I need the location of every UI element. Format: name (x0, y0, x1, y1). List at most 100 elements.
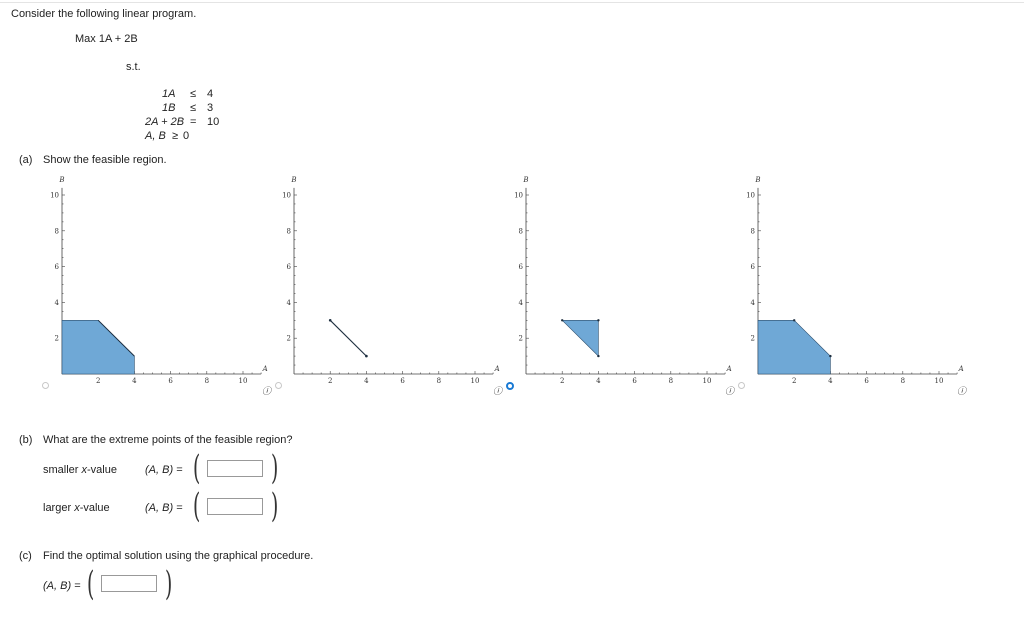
larger-x-eq: (A, B) = (145, 502, 183, 514)
part-c-label: (c) (19, 550, 32, 562)
part-b-label: (b) (19, 434, 33, 446)
y-tick-label: 6 (287, 263, 292, 271)
y-axis-label: B (58, 176, 64, 184)
graph-1-info-icon[interactable]: ⓘ (262, 387, 272, 397)
graph-2-plot: 2 4 6 8 10 2 4 6 8 10 A B (282, 176, 500, 385)
graph-2-info-icon[interactable]: ⓘ (493, 387, 503, 397)
x-tick-label: 10 (703, 377, 712, 385)
constraint-4-op: ≥ (172, 130, 179, 142)
constraint-3-rhs: 10 (207, 116, 220, 128)
feasible-region-polygon (757, 320, 831, 375)
graph-3-plot: 2 4 6 8 10 2 4 6 8 10 A B (514, 176, 732, 385)
smaller-x-label: smaller x-value (43, 464, 117, 476)
graph-1-radio[interactable] (42, 382, 49, 389)
y-tick-label: 10 (746, 192, 755, 200)
y-axis-label: B (290, 176, 296, 184)
smaller-x-label-post: -value (87, 464, 117, 476)
graph-option-1: 2 4 6 8 10 2 4 6 8 10 A B (40, 172, 275, 397)
x-tick-label: 6 (632, 377, 637, 385)
y-tick-label: 10 (514, 192, 523, 200)
y-tick-label: 8 (519, 227, 523, 235)
y-tick-label: 6 (519, 263, 524, 271)
x-tick-label: 4 (364, 377, 369, 385)
y-tick-label: 4 (519, 299, 524, 307)
feasible-region-polygon (61, 320, 135, 375)
larger-x-label: larger x-value (43, 502, 110, 514)
segment-endpoint (328, 319, 332, 322)
constraint-3-lhs: 2A + 2B (145, 116, 185, 128)
x-tick-label: 4 (596, 377, 601, 385)
x-tick-label: 2 (792, 377, 796, 385)
part-c-question: Find the optimal solution using the grap… (43, 550, 314, 562)
y-tick-label: 8 (55, 227, 59, 235)
vertex-point (829, 354, 832, 358)
graph-3-info-icon[interactable]: ⓘ (725, 387, 735, 397)
x-tick-label: 6 (168, 377, 173, 385)
feasible-segment-line (329, 319, 367, 357)
larger-x-label-post: -value (79, 502, 110, 514)
part-a-label: (a) (19, 154, 33, 166)
smaller-x-answer-input[interactable] (207, 460, 263, 477)
graph-2-radio[interactable] (275, 382, 282, 389)
constraint-4-rhs: 0 (183, 130, 190, 142)
y-axis-label: B (522, 176, 528, 184)
feasible-region-polygon (561, 320, 599, 357)
segment-endpoint (365, 354, 368, 358)
y-tick-label: 2 (287, 335, 291, 343)
larger-x-close-paren: ) (270, 486, 279, 526)
optimal-eq: (A, B) = (43, 580, 81, 592)
x-tick-label: 8 (437, 377, 441, 385)
y-tick-label: 6 (55, 263, 60, 271)
part-a-question: Show the feasible region. (43, 154, 167, 166)
x-axis-label: A (262, 365, 268, 373)
graph-3-radio[interactable] (506, 382, 514, 390)
x-tick-label: 8 (205, 377, 209, 385)
vertex-point (793, 319, 796, 322)
y-tick-label: 4 (751, 299, 756, 307)
constraint-1-lhs: 1A (162, 88, 176, 100)
vertex-point (561, 319, 564, 322)
x-tick-label: 6 (400, 377, 405, 385)
graph-option-2: 2 4 6 8 10 2 4 6 8 10 A B (272, 172, 507, 397)
y-tick-label: 6 (751, 263, 756, 271)
y-tick-label: 8 (751, 227, 755, 235)
objective-function: Max 1A + 2B (75, 33, 138, 45)
x-tick-label: 8 (669, 377, 673, 385)
y-tick-label: 4 (287, 299, 292, 307)
graph-option-3: 2 4 6 8 10 2 4 6 8 10 A B (504, 172, 739, 397)
constraint-4-lhs: A, B (145, 130, 166, 142)
optimal-close-paren: ) (164, 564, 173, 604)
larger-x-answer-input[interactable] (207, 498, 263, 515)
smaller-x-label-pre: smaller (43, 464, 82, 476)
constraint-line (97, 319, 135, 357)
y-axis-label: B (754, 176, 760, 184)
larger-x-label-var: x (74, 502, 80, 514)
x-tick-label: 4 (132, 377, 137, 385)
constraint-1-op: ≤ (190, 88, 197, 100)
y-tick-label: 2 (55, 335, 59, 343)
x-tick-label: 10 (471, 377, 480, 385)
x-axis-label: A (494, 365, 500, 373)
optimal-answer-input[interactable] (101, 575, 157, 592)
graph-4-info-icon[interactable]: ⓘ (957, 387, 967, 397)
y-tick-label: 4 (55, 299, 60, 307)
constraint-1-rhs: 4 (207, 88, 214, 100)
x-tick-label: 2 (96, 377, 100, 385)
constraint-3-op: = (190, 116, 197, 128)
x-tick-label: 6 (864, 377, 869, 385)
vertex-point (597, 354, 600, 358)
graph-1-plot: 2 4 6 8 10 2 4 6 8 10 A B (50, 176, 268, 385)
y-tick-label: 8 (287, 227, 291, 235)
graph-option-4: 2 4 6 8 10 2 4 6 8 10 A B (736, 172, 971, 397)
graph-4-radio[interactable] (738, 382, 745, 389)
smaller-x-open-paren: ( (192, 448, 201, 488)
smaller-x-label-var: x (81, 464, 88, 476)
larger-x-open-paren: ( (192, 486, 201, 526)
graph-4-plot: 2 4 6 8 10 2 4 6 8 10 A B (746, 176, 964, 385)
constraint-2-op: ≤ (190, 102, 197, 114)
subject-to-label: s.t. (126, 61, 141, 73)
y-tick-label: 10 (282, 192, 291, 200)
y-tick-label: 2 (519, 335, 523, 343)
constraint-2-lhs: 1B (162, 102, 176, 114)
x-tick-label: 8 (901, 377, 905, 385)
